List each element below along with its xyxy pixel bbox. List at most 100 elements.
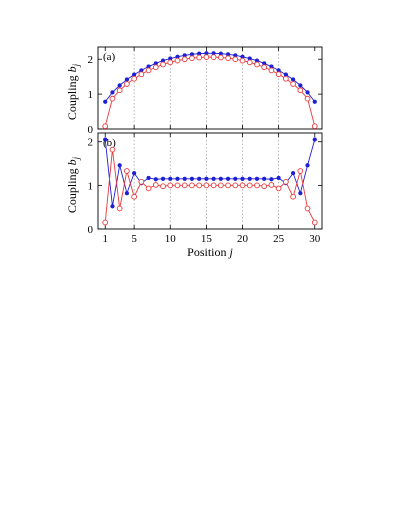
data-point-open <box>225 55 231 62</box>
data-point-filled <box>247 176 252 181</box>
data-point-open <box>203 54 210 60</box>
data-point-open <box>152 64 159 71</box>
data-point-open <box>304 95 311 102</box>
data-point-open <box>217 182 224 189</box>
data-point-filled <box>305 163 310 168</box>
data-point-open <box>268 67 275 74</box>
data-point-open <box>131 193 137 200</box>
data-point-filled <box>189 176 195 181</box>
data-point-open <box>210 54 217 60</box>
y-tick-label: 2 <box>88 137 94 149</box>
data-point-open <box>196 182 203 189</box>
data-point-open <box>290 81 296 87</box>
data-point-filled <box>204 176 209 181</box>
data-point-open <box>131 75 137 82</box>
data-point-open <box>174 182 181 189</box>
data-point-open <box>311 123 318 130</box>
data-point-open <box>254 182 260 189</box>
data-point-filled <box>110 204 115 209</box>
data-point-filled <box>233 176 238 181</box>
data-point-open <box>210 182 217 189</box>
data-point-filled <box>110 90 115 95</box>
data-point-open <box>304 205 311 212</box>
y-tick-label: 1 <box>88 180 94 192</box>
data-point-open <box>275 185 282 192</box>
data-point-open <box>160 183 166 190</box>
data-point-filled <box>146 175 151 181</box>
data-point-filled <box>160 176 166 181</box>
data-point-filled <box>262 176 267 181</box>
data-point-filled <box>124 191 130 196</box>
data-point-filled <box>276 175 281 181</box>
data-point-open <box>152 182 159 188</box>
x-tick-label: 15 <box>201 233 213 245</box>
xlabel-main: Position <box>187 245 229 259</box>
x-tick-label: 1 <box>102 233 108 245</box>
data-point-open <box>116 87 123 94</box>
ylabel-b-sub: j <box>71 156 81 160</box>
data-point-open <box>261 64 268 71</box>
data-point-filled <box>175 176 180 181</box>
data-point-open <box>124 81 130 87</box>
x-tick-label: 10 <box>165 233 177 245</box>
x-tick-label: 30 <box>309 233 321 245</box>
x-tick-label: 5 <box>131 233 137 245</box>
data-point-filled <box>254 176 260 181</box>
data-point-open <box>102 219 109 226</box>
data-point-filled <box>168 176 173 181</box>
ylabel-b-var: b <box>65 159 79 165</box>
data-point-open <box>116 205 123 212</box>
data-point-filled <box>182 176 187 181</box>
data-point-open <box>225 182 231 189</box>
data-point-open <box>217 54 224 61</box>
data-point-open <box>283 179 289 185</box>
series-line-2 <box>104 56 316 127</box>
ylabel-a-main: Coupling <box>65 72 79 120</box>
data-point-open <box>181 182 188 189</box>
data-point-filled <box>240 176 245 181</box>
data-point-filled <box>225 176 231 181</box>
data-point-open <box>297 168 304 174</box>
y-tick-label: 0 <box>88 224 94 236</box>
data-point-open <box>138 179 145 185</box>
data-point-filled <box>153 177 158 182</box>
data-point-open <box>145 185 152 192</box>
data-point-open <box>196 54 203 61</box>
x-tick-label: 20 <box>237 233 249 245</box>
data-point-open <box>138 71 145 78</box>
ylabel-b-main: Coupling <box>65 165 79 213</box>
y-tick-label: 0 <box>88 124 94 136</box>
data-point-filled <box>305 90 310 95</box>
data-point-open <box>174 57 181 64</box>
data-point-filled <box>290 170 296 176</box>
xlabel-var: j <box>228 245 234 259</box>
data-point-open <box>124 168 130 174</box>
data-point-open <box>232 182 239 189</box>
data-point-open <box>167 182 174 189</box>
data-point-filled <box>290 77 296 82</box>
data-point-open <box>254 61 260 68</box>
data-point-open <box>167 59 174 66</box>
data-point-filled <box>124 77 130 82</box>
plot-frame <box>97 132 323 230</box>
x-tick-label: 25 <box>273 233 285 245</box>
plot-frame <box>97 46 323 130</box>
data-point-open <box>160 61 166 68</box>
ylabel-panel-b: Coupling bj <box>65 156 81 213</box>
data-point-open <box>239 182 246 189</box>
data-point-open <box>181 56 188 63</box>
y-tick-label: 2 <box>88 54 94 66</box>
ylabel-a-var: b <box>65 66 79 72</box>
data-point-open <box>275 71 282 78</box>
data-point-filled <box>283 72 289 77</box>
data-point-open <box>268 182 275 188</box>
data-point-filled <box>197 176 202 181</box>
data-point-open <box>102 123 109 130</box>
panel-label: (a) <box>103 51 116 63</box>
data-point-open <box>189 55 195 62</box>
data-point-filled <box>298 191 303 196</box>
data-point-filled <box>269 177 274 182</box>
data-point-open <box>246 182 253 189</box>
